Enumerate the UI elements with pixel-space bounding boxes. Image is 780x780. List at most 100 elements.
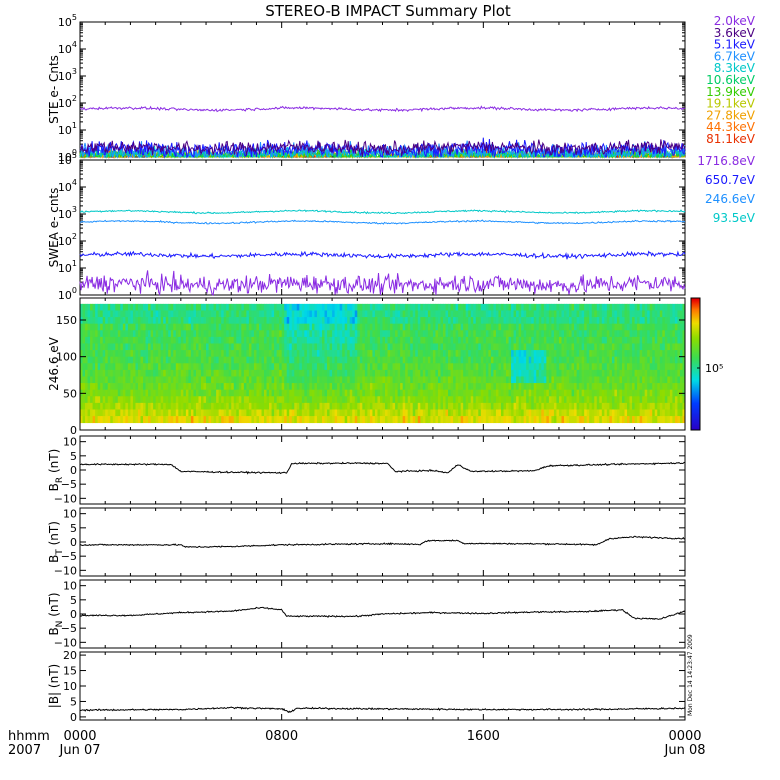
pad-heatmap-cell [130, 363, 134, 371]
pad-heatmap-cell [435, 396, 439, 404]
pad-heatmap-cell [445, 389, 449, 397]
pad-heatmap-cell [150, 317, 154, 325]
pad-heatmap-cell [521, 303, 525, 311]
pad-heatmap-cell [463, 416, 467, 424]
pad-heatmap-cell [357, 369, 361, 377]
pad-heatmap-cell [296, 303, 300, 311]
pad-heatmap-cell [279, 416, 283, 424]
pad-heatmap-cell [127, 383, 131, 391]
pad-heatmap-cell [586, 402, 590, 410]
pad-heatmap-cell [170, 356, 174, 364]
pad-heatmap-cell [407, 376, 411, 384]
pad-heatmap-cell [432, 317, 436, 325]
pad-heatmap-cell [667, 363, 671, 371]
pad-heatmap-cell [506, 416, 509, 424]
pad-heatmap-cell [274, 317, 278, 325]
pad-heatmap-cell [463, 389, 467, 397]
pad-heatmap-cell [586, 369, 590, 377]
pad-heatmap-cell [649, 350, 653, 358]
pad-heatmap-cell [82, 402, 86, 410]
pad-heatmap-cell [299, 310, 303, 318]
pad-heatmap-cell [682, 350, 686, 358]
pad-heatmap-cell [213, 402, 217, 410]
pad-heatmap-cell [417, 336, 421, 344]
pad-heatmap-cell [95, 323, 99, 331]
pad-heatmap-cell [440, 350, 444, 358]
pad-heatmap-cell [342, 383, 346, 391]
pad-heatmap-cell [102, 336, 106, 344]
pad-heatmap-cell [122, 303, 126, 311]
pad-heatmap-cell [294, 376, 298, 384]
pad-heatmap-cell [349, 389, 353, 397]
pad-heatmap-cell [647, 376, 651, 384]
pad-heatmap-cell [606, 383, 610, 391]
pad-heatmap-cell [125, 389, 129, 397]
pad-heatmap-cell [667, 402, 671, 410]
pad-heatmap-cell [430, 383, 434, 391]
pad-heatmap-cell [216, 356, 220, 364]
pad-heatmap-cell [342, 416, 346, 424]
pad-heatmap-cell [490, 330, 494, 338]
pad-heatmap-cell [579, 330, 583, 338]
pad-heatmap-cell [251, 376, 255, 384]
pad-heatmap-cell [392, 350, 396, 358]
pad-heatmap-cell [264, 356, 267, 364]
pad-heatmap-cell [632, 350, 635, 358]
pad-heatmap-cell [218, 416, 222, 424]
pad-heatmap-cell [508, 363, 512, 371]
pad-heatmap-cell [576, 317, 580, 325]
pad-heatmap-cell [193, 376, 197, 384]
pad-heatmap-cell [674, 317, 678, 325]
pad-heatmap-cell [148, 363, 151, 371]
pad-heatmap-cell [531, 376, 535, 384]
pad-heatmap-cell [248, 409, 252, 417]
legend-entry: 650.7eV [705, 173, 756, 187]
pad-heatmap-cell [546, 389, 550, 397]
pad-heatmap-cell [392, 343, 396, 351]
pad-heatmap-cell [405, 317, 409, 325]
pad-heatmap-cell [185, 350, 189, 358]
pad-heatmap-cell [647, 416, 651, 424]
pad-heatmap-cell [120, 363, 124, 371]
pad-heatmap-cell [130, 402, 134, 410]
pad-heatmap-cell [443, 336, 446, 344]
pad-heatmap-cell [561, 389, 565, 397]
pad-heatmap-cell [316, 343, 320, 351]
pad-heatmap-cell [226, 317, 230, 325]
pad-heatmap-cell [478, 330, 482, 338]
pad-heatmap-cell [188, 396, 192, 404]
pad-heatmap-cell [211, 303, 214, 311]
pad-heatmap-cell [367, 317, 371, 325]
pad-heatmap-cell [488, 336, 492, 344]
pad-heatmap-cell [95, 383, 99, 391]
pad-heatmap-cell [455, 356, 459, 364]
pad-heatmap-cell [402, 409, 406, 417]
pad-heatmap-cell [402, 389, 406, 397]
pad-heatmap-cell [246, 402, 250, 410]
pad-heatmap-cell [669, 343, 673, 351]
pad-heatmap-cell [390, 416, 393, 424]
pad-heatmap-cell [465, 409, 469, 417]
pad-heatmap-cell [624, 416, 628, 424]
pad-heatmap-cell [97, 383, 101, 391]
pad-heatmap-cell [672, 389, 676, 397]
pad-heatmap-cell [296, 317, 300, 325]
pad-heatmap-cell [571, 356, 575, 364]
pad-heatmap-cell [120, 350, 124, 358]
pad-heatmap-cell [609, 303, 613, 311]
pad-heatmap-cell [556, 409, 560, 417]
pad-heatmap-cell [437, 363, 441, 371]
pad-heatmap-cell [306, 350, 310, 358]
pad-heatmap-cell [311, 343, 315, 351]
pad-heatmap-cell [611, 350, 615, 358]
pad-heatmap-cell [667, 330, 671, 338]
pad-heatmap-cell [148, 376, 151, 384]
pad-heatmap-cell [241, 343, 245, 351]
pad-heatmap-cell [543, 350, 547, 358]
pad-heatmap-cell [127, 402, 131, 410]
pad-heatmap-cell [92, 363, 96, 371]
pad-heatmap-cell [679, 396, 683, 404]
pad-heatmap-cell [538, 409, 542, 417]
pad-heatmap-cell [420, 303, 424, 311]
pad-heatmap-cell [455, 350, 459, 358]
